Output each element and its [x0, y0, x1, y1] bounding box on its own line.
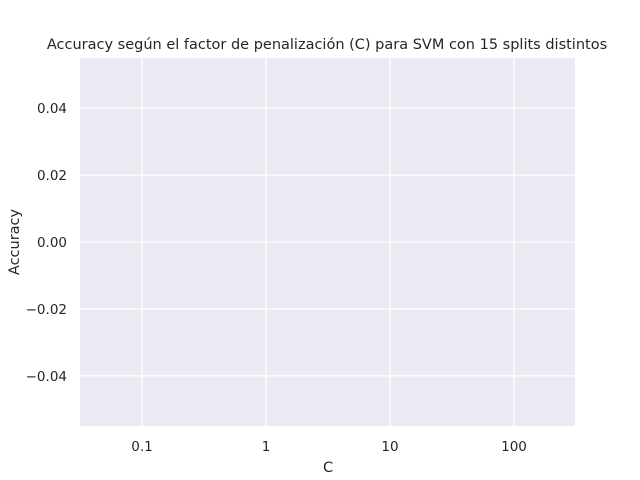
- y-tick-label: 0.02: [37, 168, 67, 184]
- chart-title: Accuracy según el factor de penalización…: [47, 37, 607, 53]
- y-tick-label: 0.04: [37, 101, 67, 117]
- y-axis-label: Accuracy: [7, 208, 23, 275]
- y-tick-label: −0.04: [26, 369, 67, 385]
- x-tick-labels: 0.1 1 10 100: [131, 439, 527, 455]
- y-gridlines: [80, 107, 575, 377]
- x-tick-label: 10: [381, 439, 398, 455]
- x-tick-label: 100: [501, 439, 527, 455]
- x-tick-label: 0.1: [131, 439, 152, 455]
- y-tick-labels: 0.04 0.02 0.00 −0.02 −0.04: [26, 101, 67, 385]
- y-tick-label: −0.02: [26, 302, 67, 318]
- x-tick-label: 1: [262, 439, 271, 455]
- y-tick-label: 0.00: [37, 235, 67, 251]
- x-axis-label: C: [323, 460, 333, 476]
